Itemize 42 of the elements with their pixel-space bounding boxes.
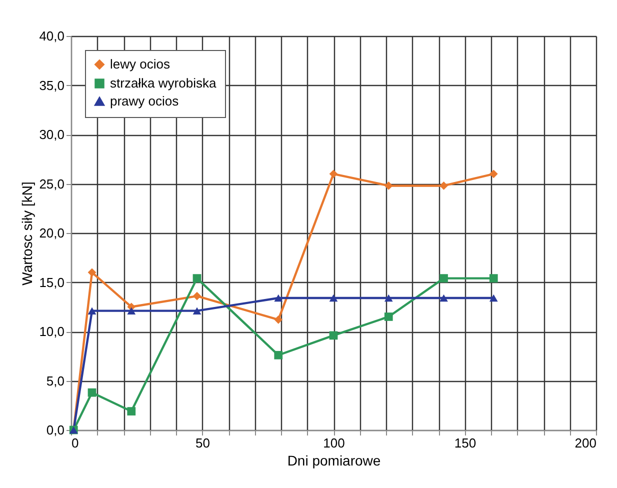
point (440, 294, 448, 302)
legend-label: prawy ocios (110, 94, 180, 108)
point (440, 182, 448, 190)
point (192, 307, 202, 314)
legend-label: lewy ocios (110, 56, 170, 72)
point (489, 294, 498, 302)
x-tick-label: 0 (72, 436, 79, 450)
point (88, 268, 96, 277)
point (384, 294, 393, 302)
y-tick-label: 10,0 (39, 324, 64, 339)
y-axis-title: Wartosc siły [kN] (19, 182, 36, 286)
y-tick-label: 40,0 (39, 28, 64, 44)
x-tick-label: 100 (323, 436, 345, 450)
point (384, 182, 393, 190)
point (127, 407, 136, 416)
point (440, 274, 448, 282)
point (274, 294, 283, 302)
point (192, 274, 202, 282)
y-tick-label: 5,0 (46, 373, 64, 388)
point (329, 170, 338, 178)
x-tick-label: 50 (196, 436, 210, 450)
point (192, 292, 202, 300)
x-axis-title: Dni pomiarowe (287, 452, 381, 468)
point (88, 307, 96, 314)
point (127, 307, 136, 314)
y-tick-label: 15,0 (39, 274, 64, 290)
point (274, 350, 283, 360)
y-tick-label: 30,0 (39, 127, 64, 142)
y-tick-label: 20,0 (39, 226, 64, 240)
point (329, 294, 338, 302)
point (489, 274, 498, 282)
point (489, 170, 498, 178)
y-tick-label: 25,0 (39, 176, 64, 192)
x-tick-label: 150 (454, 436, 476, 450)
point (274, 315, 283, 324)
point (329, 331, 338, 340)
legend-label: strzałka wyrobiska (110, 76, 217, 90)
y-tick-label: 35,0 (39, 78, 64, 93)
x-tick-label: 200 (574, 436, 596, 450)
point (384, 312, 393, 321)
point (88, 388, 96, 397)
y-tick-label: 0,0 (46, 422, 64, 438)
